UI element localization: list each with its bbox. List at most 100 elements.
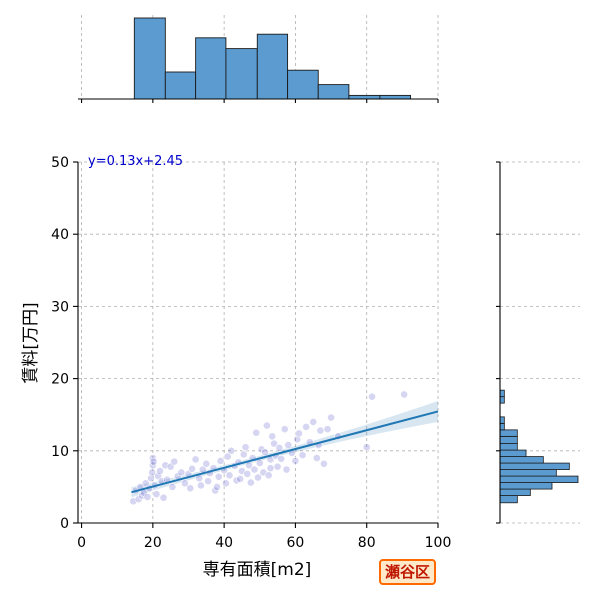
scatter-point xyxy=(241,443,250,452)
scatter-point xyxy=(250,465,259,474)
scatter-point xyxy=(261,448,270,457)
x-histogram-bar xyxy=(256,33,289,100)
y-histogram-bar xyxy=(499,422,505,431)
x-tick-label: 60 xyxy=(287,535,305,551)
scatter-point xyxy=(170,457,179,466)
scatter-point xyxy=(302,423,311,431)
scatter-point xyxy=(147,474,155,483)
scatter-point xyxy=(222,479,230,488)
y-histogram-bar xyxy=(499,488,531,496)
scatter-point xyxy=(266,464,275,473)
scatter-point xyxy=(239,450,248,459)
x-histogram xyxy=(133,17,412,100)
scatter-point xyxy=(204,477,212,486)
y-histogram xyxy=(499,389,579,504)
scatter-point xyxy=(263,421,271,430)
regression-line-group xyxy=(131,410,439,494)
scatter-point xyxy=(213,482,221,491)
scatter-point xyxy=(156,467,164,475)
scatter-point xyxy=(275,444,284,452)
scatter-point xyxy=(243,470,252,478)
x-tick-label: 0 xyxy=(77,535,86,551)
y-histogram-bar xyxy=(499,435,518,444)
scatter-point xyxy=(309,418,318,426)
ward-badge: 瀬谷区 xyxy=(379,559,437,585)
scatter-point xyxy=(282,465,291,474)
x-histogram-bar xyxy=(164,71,197,100)
y-histogram-bar xyxy=(499,443,518,451)
x-histogram-bar xyxy=(195,37,227,100)
scatter-point xyxy=(264,471,273,480)
scatter-point xyxy=(323,425,332,434)
scatter-point xyxy=(152,490,161,499)
y-histogram-bar xyxy=(499,462,570,470)
scatter-point xyxy=(191,455,200,464)
y-tick-label: 0 xyxy=(60,516,69,532)
scatter-point xyxy=(254,473,262,482)
y-tick-label: 40 xyxy=(51,227,69,243)
scatter-point xyxy=(223,452,232,461)
scatter-point xyxy=(186,484,195,493)
scatter-point xyxy=(295,429,303,438)
scatter-point xyxy=(368,392,376,401)
x-tick-label: 40 xyxy=(215,535,233,551)
y-histogram-bar xyxy=(499,482,553,490)
scatter-point xyxy=(188,464,196,473)
scatter-point xyxy=(277,454,286,463)
scatter-point xyxy=(316,426,325,435)
x-histogram-bar xyxy=(133,17,166,100)
tick-labels: 0 20 40 60 80 100 0 10 20 30 40 50 xyxy=(51,155,451,551)
y-histogram-bar xyxy=(499,449,527,457)
scatter-point xyxy=(202,459,211,468)
scatter-point xyxy=(197,481,205,490)
x-tick-label: 20 xyxy=(144,535,162,551)
scatter-point xyxy=(280,425,289,434)
scatter-point xyxy=(255,459,264,467)
y-tick-label: 50 xyxy=(51,155,69,171)
y-tick-label: 10 xyxy=(51,444,69,460)
scatter-point xyxy=(362,443,371,452)
scatter-point xyxy=(270,439,278,448)
regression-line xyxy=(131,410,439,494)
regression-equation: y=0.13x+2.45 xyxy=(88,154,183,169)
y-histogram-bar xyxy=(499,429,518,437)
scatter-point xyxy=(312,454,321,462)
scatter-point xyxy=(214,472,223,481)
y-histogram-bar xyxy=(499,495,518,504)
x-histogram-bar xyxy=(317,84,350,100)
scatter-points xyxy=(129,390,409,506)
scatter-point xyxy=(168,482,177,491)
scatter-point xyxy=(211,486,220,495)
scatter-point xyxy=(400,390,409,399)
scatter-point xyxy=(268,432,277,441)
scatter-point xyxy=(293,435,302,444)
x-axis-label: 専有面積[m2] xyxy=(203,560,312,580)
y-histogram-bar xyxy=(499,456,544,464)
scatter-point xyxy=(291,457,300,465)
scatter-point xyxy=(327,413,335,422)
scatter-point xyxy=(177,468,186,477)
y-histogram-bar xyxy=(499,389,505,398)
scatter-point xyxy=(225,471,234,480)
scatter-point xyxy=(298,451,307,460)
axes xyxy=(73,98,501,528)
x-histogram-bar xyxy=(287,69,319,100)
y-histogram-bar xyxy=(499,469,557,477)
scatter-point xyxy=(143,493,152,501)
scatter-point xyxy=(181,479,189,488)
scatter-point xyxy=(216,457,225,465)
scatter-point xyxy=(246,478,255,487)
scatter-point xyxy=(284,441,293,449)
main-grid xyxy=(78,161,439,524)
y-histogram-bar xyxy=(499,416,505,424)
confidence-band xyxy=(131,401,438,498)
scatter-point xyxy=(252,428,261,437)
x-tick-label: 100 xyxy=(425,535,452,551)
scatter-point xyxy=(159,493,168,502)
y-histogram-bar xyxy=(499,396,505,404)
scatter-point xyxy=(320,459,328,468)
confidence-interval xyxy=(131,401,438,498)
scatter-point xyxy=(227,446,236,455)
scatter-point xyxy=(149,457,158,466)
